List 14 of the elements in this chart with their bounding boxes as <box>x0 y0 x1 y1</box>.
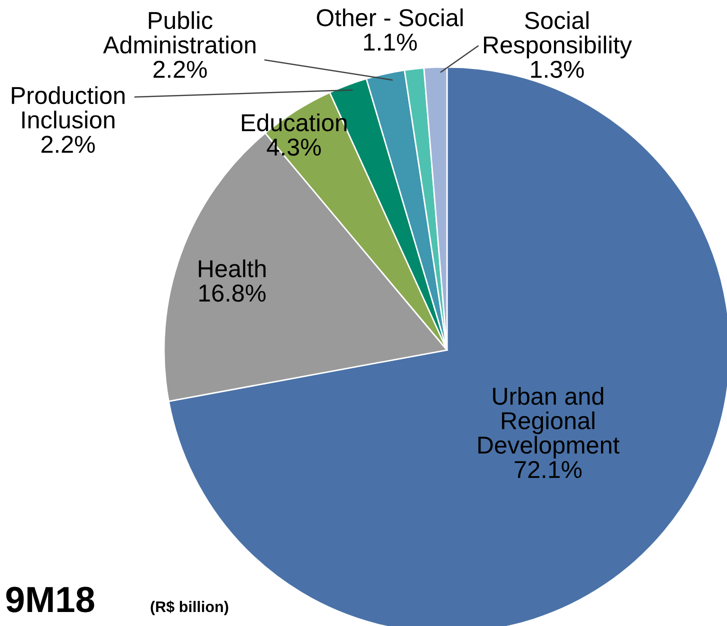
text: 9M18 <box>6 586 94 612</box>
slice-label: Health <box>198 259 266 278</box>
data-label: 1.3% <box>531 60 584 78</box>
slice-label: Social Responsibility <box>484 11 632 58</box>
data-label: 16.8% <box>199 284 266 302</box>
slice-label: Urban and Regional Development <box>478 387 620 459</box>
slice-label: Other - Social <box>316 8 463 26</box>
slice-label: Public Administration <box>103 11 256 54</box>
slice-label: Production Inclusion <box>12 86 125 129</box>
data-label: 72.1% <box>514 460 582 478</box>
data-label: 2.2% <box>42 136 95 153</box>
text: (R$ billion) <box>150 600 228 616</box>
data-label: 1.1% <box>364 34 417 51</box>
data-label: 2.2% <box>154 60 207 78</box>
